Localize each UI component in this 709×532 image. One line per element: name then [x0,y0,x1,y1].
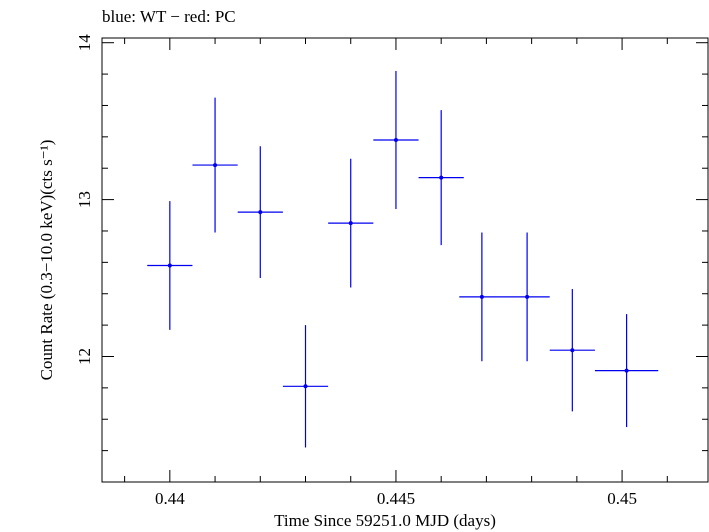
data-marker [570,348,575,353]
data-point [147,201,193,330]
data-point [373,70,419,210]
y-tick-label: 13 [75,191,94,208]
data-point [549,289,595,412]
data-marker [348,221,353,226]
y-axis-label: Count Rate (0.3−10.0 keV)(cts s⁻¹) [37,140,56,381]
data-marker [624,368,629,373]
data-point [282,325,329,448]
chart-title: blue: WT − red: PC [102,7,236,26]
y-tick-label: 14 [75,34,94,52]
data-point [237,146,283,279]
data-point [504,232,550,362]
data-point [192,97,238,233]
x-tick-label: 0.44 [155,489,185,508]
data-marker [439,175,444,180]
data-marker [167,263,172,268]
data-points [147,70,659,448]
data-marker [303,384,308,389]
data-marker [525,294,530,299]
x-tick-label: 0.445 [377,489,415,508]
data-point [418,110,464,246]
x-axis-label: Time Since 59251.0 MJD (days) [274,511,496,530]
data-point [594,314,659,428]
data-marker [258,210,263,215]
data-marker [393,137,398,142]
data-marker [479,294,484,299]
plot-frame [101,37,709,483]
data-marker [213,163,218,168]
data-point [328,158,374,288]
axis-ticks: 0.44 0.445 0.45 12 13 14 [75,34,708,508]
x-tick-label: 0.45 [607,489,637,508]
y-tick-label: 12 [75,348,94,365]
data-point [459,232,505,362]
